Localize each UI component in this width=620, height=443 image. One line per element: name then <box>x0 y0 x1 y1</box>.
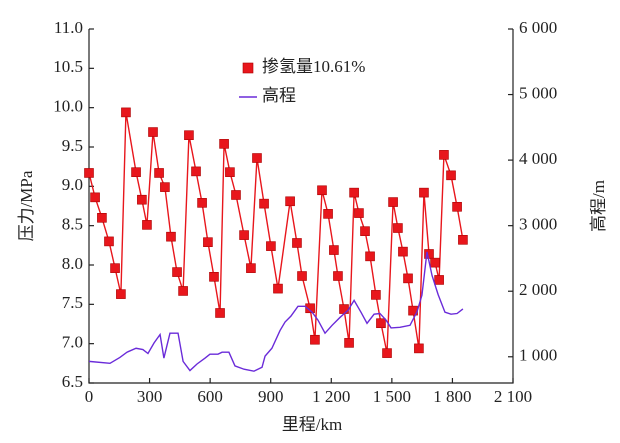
y-tick-label: 7.5 <box>62 293 83 312</box>
point <box>349 187 359 198</box>
point <box>403 273 413 284</box>
point <box>97 213 107 223</box>
y-axis-label: 压力/MPa <box>17 170 36 241</box>
point <box>142 220 152 230</box>
point <box>292 238 302 248</box>
y2-tick-label: 2 000 <box>519 280 557 299</box>
point <box>203 237 213 247</box>
point <box>148 127 158 137</box>
point <box>398 246 408 257</box>
x-tick-label: 300 <box>137 387 163 406</box>
point <box>310 334 320 345</box>
point <box>354 208 364 218</box>
point <box>446 170 456 181</box>
point <box>329 245 339 255</box>
legend-label: 高程 <box>262 86 296 105</box>
point <box>259 198 269 209</box>
series-line <box>88 112 464 354</box>
y-tick-label: 10.5 <box>53 57 83 76</box>
point <box>339 304 349 314</box>
point <box>197 198 207 208</box>
y2-tick-label: 3 000 <box>519 215 557 234</box>
y-tick-label: 7.0 <box>62 333 83 352</box>
y-tick-label: 9.0 <box>62 175 83 194</box>
point <box>305 303 315 314</box>
point <box>297 271 307 281</box>
point <box>166 231 176 242</box>
point <box>246 263 256 273</box>
y2-tick-label: 5 000 <box>519 83 557 102</box>
y-tick-label: 8.5 <box>62 215 83 234</box>
point <box>110 263 120 273</box>
point <box>458 235 468 245</box>
y-tick-label: 10.0 <box>53 97 83 116</box>
point <box>121 107 131 118</box>
point <box>360 226 370 236</box>
point <box>419 187 429 198</box>
y-tick-label: 11.0 <box>54 18 83 37</box>
point <box>388 197 398 207</box>
point <box>414 343 424 354</box>
x-tick-label: 600 <box>197 387 223 406</box>
point <box>434 275 444 285</box>
point <box>84 168 94 178</box>
point <box>137 194 147 205</box>
point <box>344 338 354 348</box>
series-line <box>88 251 464 372</box>
y-tick-label: 8.0 <box>62 254 83 273</box>
point <box>285 196 295 207</box>
point <box>376 318 386 329</box>
point <box>219 139 229 149</box>
point <box>116 289 126 299</box>
x-tick-label: 0 <box>85 387 94 406</box>
x-axis-label: 里程/km <box>282 415 342 434</box>
point <box>231 190 241 200</box>
y-tick-label: 9.5 <box>62 136 83 155</box>
point <box>430 257 440 268</box>
y2-tick-label: 1 000 <box>519 346 557 365</box>
y-tick-label: 6.5 <box>62 372 83 391</box>
point <box>160 182 170 192</box>
point <box>393 223 403 233</box>
point <box>252 153 262 163</box>
point <box>90 192 100 203</box>
point <box>178 286 188 296</box>
point <box>215 308 225 318</box>
point <box>184 130 194 140</box>
point <box>131 167 141 177</box>
point <box>382 348 392 358</box>
point <box>317 185 327 196</box>
point <box>239 230 249 240</box>
x-tick-label: 900 <box>258 387 284 406</box>
point <box>371 290 381 300</box>
point <box>225 167 235 177</box>
point <box>266 241 276 251</box>
x-tick-label: 1 200 <box>312 387 350 406</box>
point <box>273 283 283 294</box>
point <box>104 236 114 247</box>
point <box>172 267 182 277</box>
point <box>191 166 201 177</box>
point <box>323 209 333 219</box>
x-tick-label: 1 800 <box>433 387 471 406</box>
y2-tick-label: 4 000 <box>519 149 557 168</box>
y2-tick-label: 6 000 <box>519 18 557 37</box>
point <box>333 271 343 281</box>
point <box>154 168 164 178</box>
point <box>209 271 219 282</box>
legend-label: 掺氢量10.61% <box>262 57 365 76</box>
y2-axis-label: 高程/m <box>589 180 608 232</box>
point <box>452 201 462 212</box>
x-tick-label: 1 500 <box>373 387 411 406</box>
point <box>439 150 449 160</box>
legend-marker <box>242 62 254 74</box>
point <box>365 251 375 262</box>
axes <box>88 29 514 384</box>
x-tick-label: 2 100 <box>494 387 532 406</box>
